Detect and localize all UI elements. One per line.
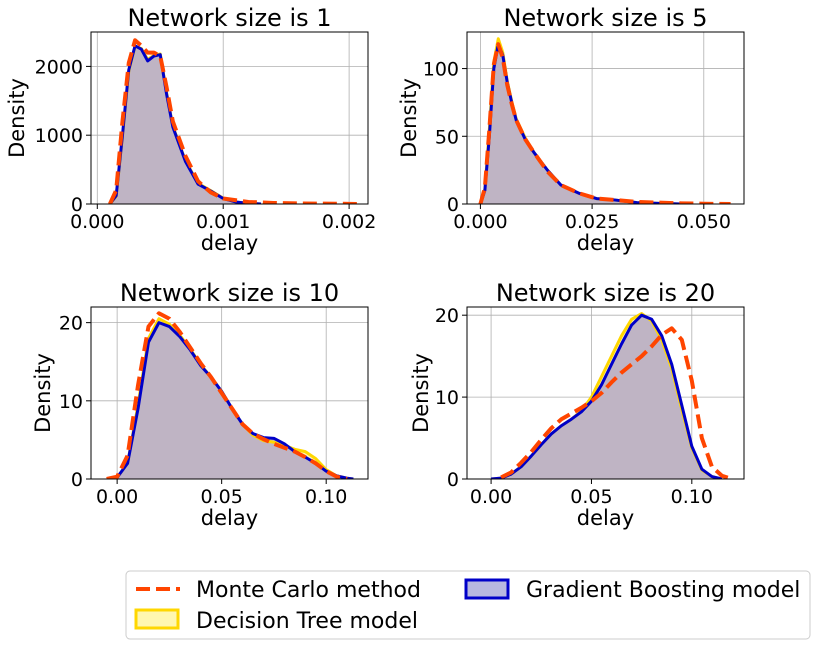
y-tick-label: 50 (435, 126, 459, 148)
legend: Monte Carlo method Decision Tree model G… (125, 570, 811, 640)
subplot-network-size-10: Network size is 10 Density delay 0.00 0.… (31, 279, 347, 530)
gradient-boosting-line (490, 313, 723, 479)
y-tick-label: 20 (435, 305, 459, 327)
axes-frame (466, 31, 745, 205)
legend-label-decision-tree: Decision Tree model (196, 609, 418, 634)
y-axis-label: Density (5, 78, 29, 158)
monte-carlo-line (106, 311, 348, 479)
y-tick-label: 0 (71, 469, 83, 491)
gradient-boosting-fill (109, 45, 261, 204)
y-axis-label: Density (31, 353, 55, 433)
y-tick-label: 0 (71, 194, 83, 216)
y-tick-label: 10 (59, 391, 83, 413)
y-tick-label: 20 (59, 313, 83, 335)
gradient-boosting-fill (106, 322, 354, 479)
x-tick-label: 0.002 (322, 211, 376, 233)
y-tick-label: 1000 (35, 125, 83, 147)
x-tick-label: 0.05 (201, 486, 243, 508)
plot-area (462, 306, 745, 484)
legend-frame (125, 570, 811, 640)
monte-carlo-line (500, 326, 733, 479)
x-tick-label: 0.050 (677, 211, 731, 233)
legend-label-monte-carlo: Monte Carlo method (196, 578, 421, 603)
y-axis-label: Density (409, 353, 433, 433)
legend-label-gradient-boosting: Gradient Boosting model (526, 578, 800, 603)
x-tick-label: 0.000 (453, 211, 507, 233)
x-tick-label: 0.00 (96, 486, 138, 508)
y-tick-label: 100 (423, 59, 459, 81)
x-tick-label: 0.10 (305, 486, 347, 508)
subplot-network-size-1: Network size is 1 Density delay 0.000 0.… (5, 4, 376, 255)
x-axis-label: delay (201, 506, 258, 530)
y-tick-label: 0 (447, 194, 459, 216)
x-tick-label: 0.10 (671, 486, 713, 508)
legend-swatch-decision-tree (134, 608, 180, 630)
y-tick-label: 2000 (35, 56, 83, 78)
subplot-title: Network size is 1 (127, 4, 331, 32)
legend-swatch-gradient-boosting (464, 578, 510, 600)
plot-area (86, 31, 369, 209)
gradient-boosting-fill (480, 44, 682, 204)
x-tick-label: 0.001 (196, 211, 250, 233)
x-tick-label: 0.00 (470, 486, 512, 508)
x-tick-label: 0.000 (70, 211, 124, 233)
y-tick-label: 0 (447, 469, 459, 491)
subplot-title: Network size is 10 (120, 279, 339, 307)
plot-area (86, 306, 369, 484)
x-axis-label: delay (577, 231, 634, 255)
subplot-title: Network size is 5 (503, 4, 707, 32)
y-axis-label: Density (397, 78, 421, 158)
monte-carlo-line (108, 38, 362, 204)
axes-frame (90, 31, 369, 205)
y-tick-label: 10 (435, 387, 459, 409)
x-axis-label: delay (577, 506, 634, 530)
subplot-network-size-5: Network size is 5 Density delay 0.000 0.… (397, 4, 731, 255)
axes-frame (90, 306, 369, 480)
x-axis-label: delay (201, 231, 258, 255)
subplot-title: Network size is 20 (496, 279, 715, 307)
x-tick-label: 0.025 (565, 211, 619, 233)
axes-frame (466, 306, 745, 480)
subplot-network-size-20: Network size is 20 Density delay 0.00 0.… (409, 279, 715, 530)
monte-carlo-line (478, 42, 731, 204)
plot-area (462, 31, 745, 209)
x-tick-label: 0.05 (570, 486, 612, 508)
